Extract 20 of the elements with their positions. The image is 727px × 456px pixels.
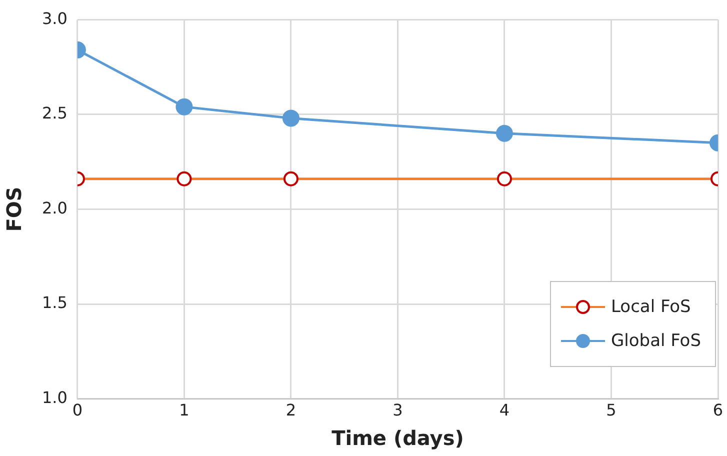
legend-label: Local FoS <box>611 296 691 317</box>
y-tick-label: 2.0 <box>42 198 68 218</box>
point <box>282 110 300 127</box>
y-tick-label: 2.5 <box>42 104 68 123</box>
y-tick-label: 1.0 <box>42 388 68 407</box>
x-axis-title: Time (days) <box>332 426 464 450</box>
point <box>176 171 192 186</box>
x-tick-label: 2 <box>286 400 296 420</box>
x-tick-label: 1 <box>179 400 190 420</box>
x-tick-label: 4 <box>499 400 510 420</box>
x-tick-label: 3 <box>392 400 403 420</box>
x-tick-label: 5 <box>606 400 616 420</box>
legend-label: Global FoS <box>611 330 701 351</box>
x-tick-label: 0 <box>72 400 83 420</box>
y-tick-label: 3.0 <box>42 8 68 28</box>
x-tick-label: 6 <box>712 400 724 420</box>
y-tick-label: 1.5 <box>42 293 68 312</box>
y-axis-title: FOS <box>2 186 26 232</box>
point <box>176 98 193 116</box>
point <box>283 171 298 186</box>
